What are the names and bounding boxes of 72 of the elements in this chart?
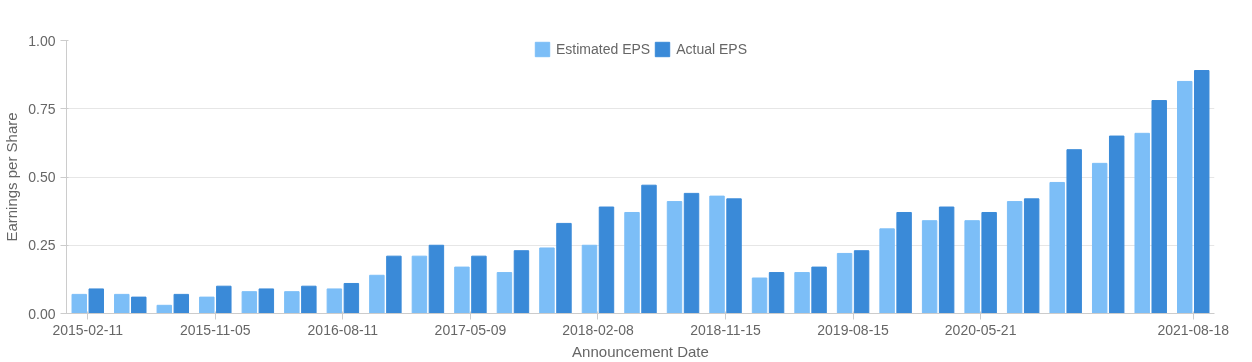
bar xyxy=(241,291,258,314)
bar xyxy=(156,304,173,314)
x-tick-label: 2018-02-08 xyxy=(562,321,634,338)
bar xyxy=(1091,162,1108,314)
legend-label: Estimated EPS xyxy=(556,41,651,57)
x-axis-title: Announcement Date xyxy=(572,342,709,360)
bar xyxy=(258,288,275,314)
bar xyxy=(1108,135,1125,314)
bar xyxy=(624,211,640,314)
bar xyxy=(921,220,938,314)
bar xyxy=(879,228,895,314)
bar xyxy=(216,285,232,314)
bar xyxy=(301,285,317,314)
bar xyxy=(1194,70,1210,314)
bar xyxy=(114,293,130,314)
bar xyxy=(471,255,487,314)
x-tick-label: 2018-11-15 xyxy=(690,321,762,338)
x-tick-label: 2016-08-11 xyxy=(307,321,379,338)
bar xyxy=(683,192,700,314)
y-tick-label: 0.50 xyxy=(28,169,56,185)
bar xyxy=(896,211,912,314)
bar xyxy=(1006,201,1023,314)
bar xyxy=(369,274,385,314)
bar xyxy=(581,244,598,314)
y-tick-label: 1.00 xyxy=(28,32,56,49)
bar xyxy=(726,198,742,314)
bar xyxy=(71,293,87,314)
bar xyxy=(768,272,785,314)
bar xyxy=(709,195,725,314)
bar xyxy=(751,277,768,314)
bar xyxy=(386,255,402,314)
y-axis-title: Earnings per Share xyxy=(3,112,21,242)
x-tick-label: 2017-05-09 xyxy=(434,321,507,338)
bar xyxy=(794,272,810,314)
y-tick-label: 0.25 xyxy=(28,237,56,254)
bar xyxy=(428,244,445,314)
x-tick-label: 2015-11-05 xyxy=(180,321,251,338)
bar xyxy=(981,211,997,314)
bar xyxy=(938,206,955,314)
bar xyxy=(1151,100,1167,314)
bar xyxy=(598,206,615,314)
bar xyxy=(173,293,190,314)
y-tick-label: 0.00 xyxy=(28,305,56,322)
x-tick-label: 2015-02-11 xyxy=(52,321,124,338)
bar xyxy=(556,222,572,314)
bar xyxy=(641,184,657,314)
bar xyxy=(964,220,980,314)
bar xyxy=(666,201,683,314)
bar xyxy=(454,266,470,314)
bar xyxy=(1134,132,1150,314)
y-tick-label: 0.75 xyxy=(28,100,56,117)
bar xyxy=(1049,181,1065,314)
legend-label: Actual EPS xyxy=(676,41,747,57)
bar xyxy=(411,255,428,314)
bar xyxy=(836,252,853,314)
x-tick-label: 2021-08-18 xyxy=(1157,321,1230,338)
bar xyxy=(811,266,827,314)
bar xyxy=(513,250,530,314)
bar xyxy=(539,247,555,314)
bar xyxy=(88,288,104,314)
bar xyxy=(1066,149,1082,314)
bar xyxy=(853,250,870,314)
bar xyxy=(131,296,147,314)
bar xyxy=(326,288,343,314)
bar xyxy=(199,296,215,314)
x-tick-label: 2019-08-15 xyxy=(817,321,890,338)
bar xyxy=(1177,80,1193,314)
bar xyxy=(284,291,300,314)
bar xyxy=(496,272,513,314)
x-tick-label: 2020-05-21 xyxy=(944,321,1017,338)
bar xyxy=(1023,198,1040,314)
bar xyxy=(343,282,360,314)
